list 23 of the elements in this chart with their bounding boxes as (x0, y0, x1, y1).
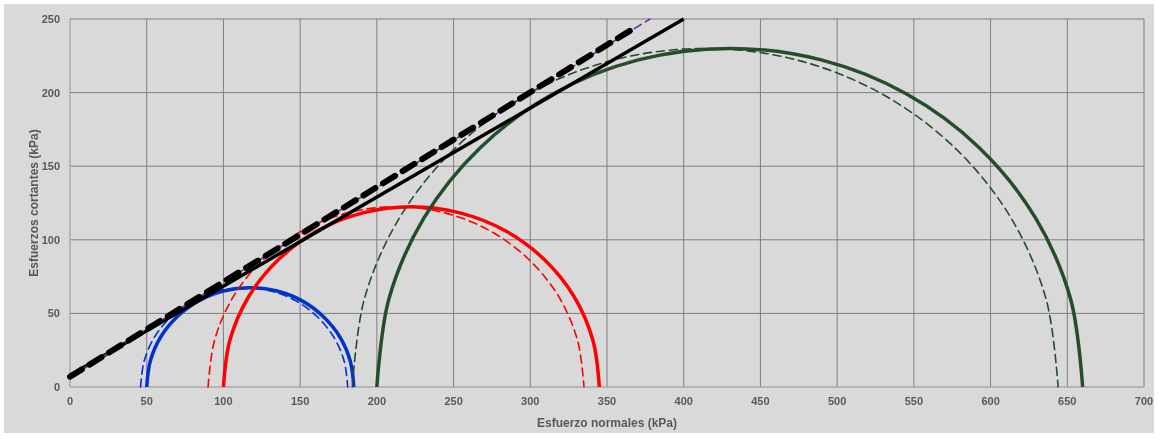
x-tick-label: 300 (521, 395, 540, 407)
x-tick-label: 250 (444, 395, 463, 407)
y-axis-title: Esfuerzos cortantes (kPa) (27, 129, 41, 277)
x-tick-label: 150 (290, 395, 310, 407)
y-tick-label: 150 (41, 160, 60, 173)
x-tick-label: 350 (597, 395, 617, 407)
x-axis-title: Esfuerzo normales (kPa) (536, 416, 678, 430)
x-tick-label: 400 (674, 395, 693, 407)
x-tick-label: 200 (367, 395, 387, 407)
x-tick-label: 500 (827, 395, 847, 407)
x-tick-label: 650 (1058, 395, 1077, 407)
x-tick-label: 100 (214, 395, 233, 407)
x-tick-label: 450 (751, 395, 770, 407)
x-tick-label: 0 (66, 395, 74, 407)
y-tick-label: 50 (47, 307, 60, 320)
y-tick-label: 200 (41, 86, 60, 99)
y-tick-label: 250 (41, 13, 60, 25)
x-tick-label: 600 (981, 395, 1000, 407)
x-tick-label: 550 (904, 395, 924, 407)
x-tick-label: 700 (1134, 395, 1154, 407)
y-tick-label: 100 (41, 233, 60, 246)
x-tick-label: 50 (140, 395, 153, 407)
y-tick-label: 0 (53, 381, 60, 393)
